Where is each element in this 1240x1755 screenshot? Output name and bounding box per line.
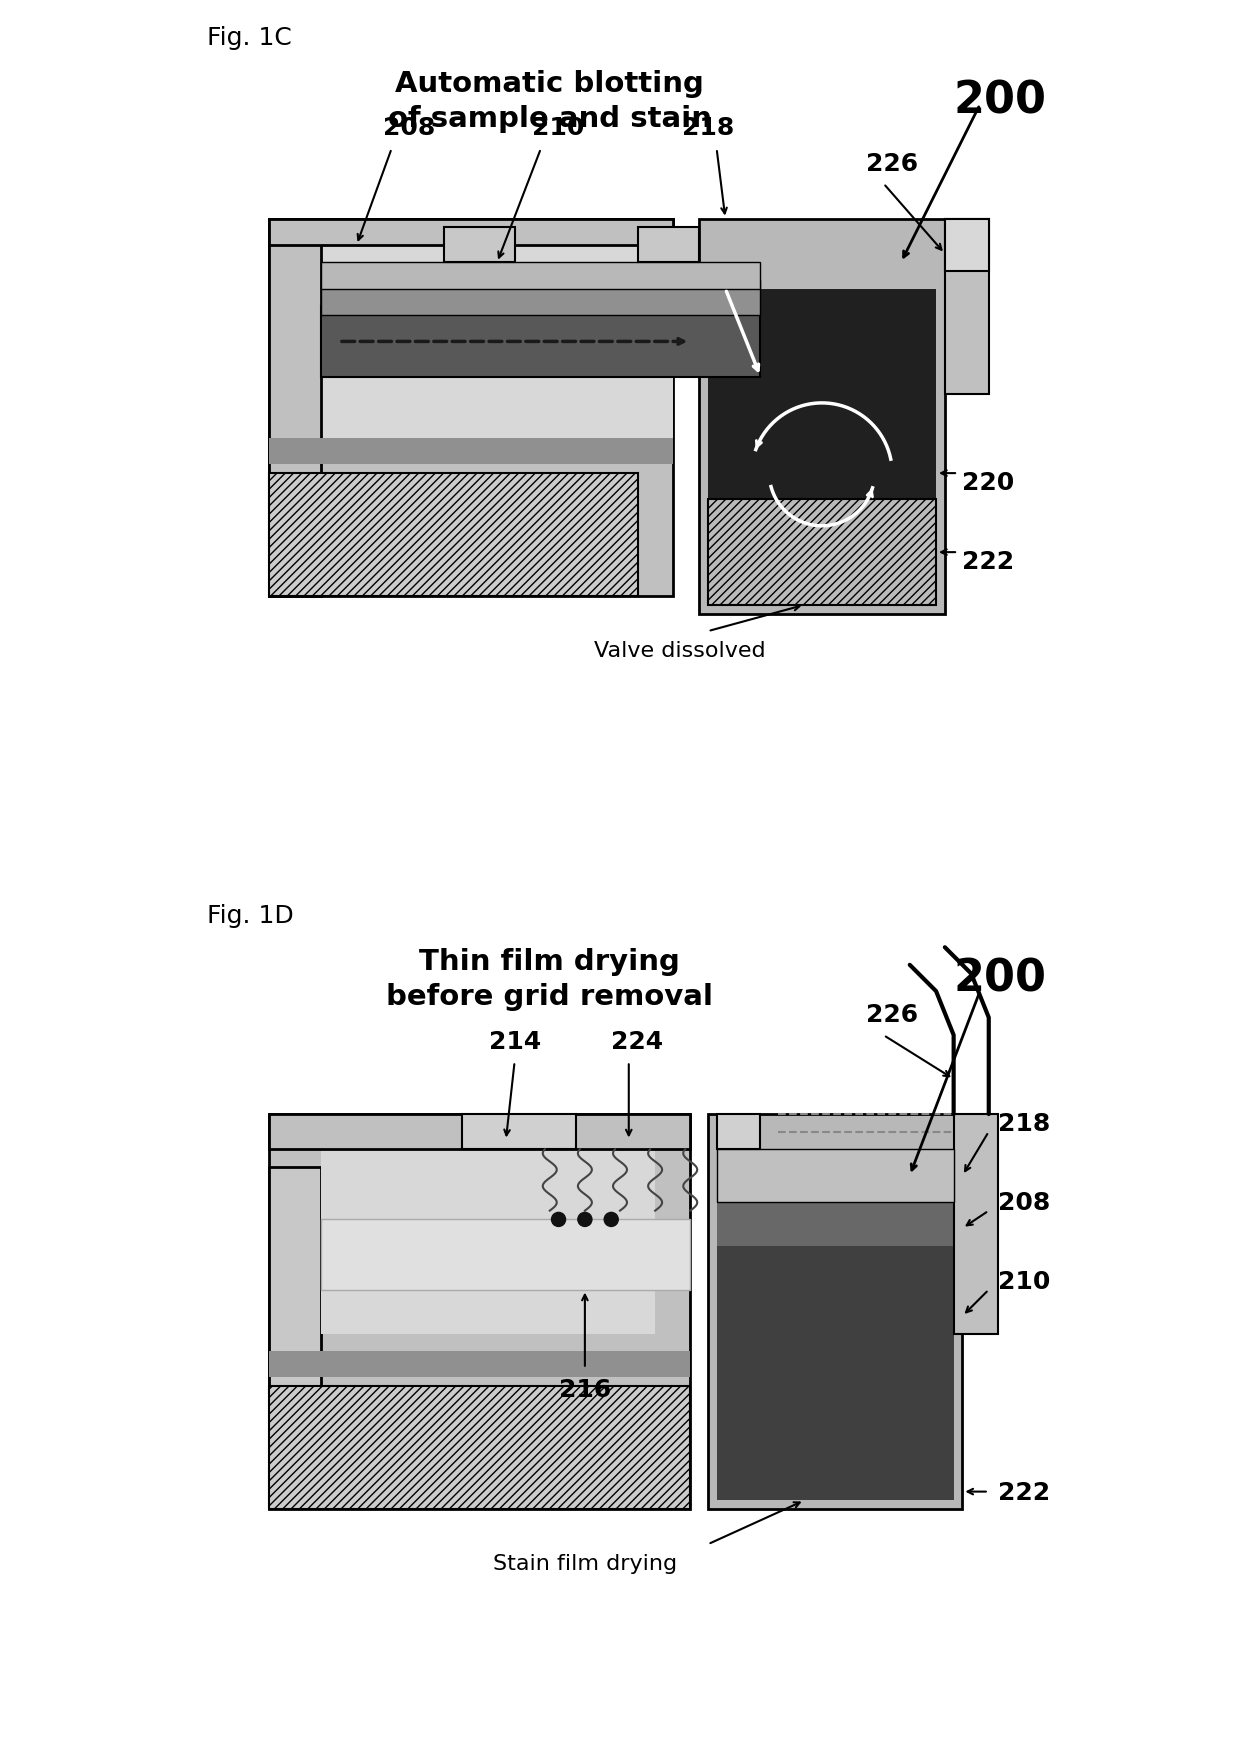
- Bar: [269, 1114, 691, 1150]
- Text: 216: 216: [559, 1378, 611, 1402]
- Bar: [269, 246, 672, 439]
- Text: Valve dissolved: Valve dissolved: [594, 641, 765, 660]
- Bar: [717, 1202, 954, 1246]
- Circle shape: [578, 1213, 591, 1227]
- Text: 224: 224: [611, 1028, 663, 1053]
- Bar: [708, 290, 936, 605]
- Bar: [269, 1167, 321, 1448]
- Bar: [321, 281, 760, 316]
- Bar: [321, 263, 760, 290]
- Circle shape: [552, 1213, 565, 1227]
- Bar: [463, 1114, 577, 1150]
- Text: 218: 218: [997, 1111, 1050, 1135]
- Circle shape: [604, 1213, 619, 1227]
- Text: 226: 226: [866, 1002, 918, 1027]
- Text: 222: 222: [997, 1479, 1050, 1504]
- Text: 214: 214: [489, 1028, 541, 1053]
- Bar: [444, 228, 515, 263]
- Bar: [269, 219, 672, 246]
- Bar: [708, 1114, 962, 1509]
- Text: 210: 210: [997, 1269, 1050, 1293]
- Text: 210: 210: [532, 116, 585, 140]
- Bar: [717, 1211, 954, 1501]
- Bar: [717, 1114, 760, 1150]
- Bar: [954, 1114, 997, 1334]
- Text: 222: 222: [962, 549, 1014, 574]
- Bar: [945, 219, 988, 395]
- Text: 220: 220: [962, 470, 1014, 495]
- Bar: [269, 219, 321, 597]
- Bar: [321, 307, 760, 377]
- Bar: [717, 1150, 954, 1202]
- Bar: [269, 1386, 691, 1509]
- Bar: [321, 1141, 655, 1334]
- Bar: [637, 228, 699, 263]
- Bar: [269, 219, 672, 597]
- Bar: [269, 1351, 691, 1378]
- Text: Automatic blotting
of sample and stain: Automatic blotting of sample and stain: [388, 70, 712, 133]
- Text: 200: 200: [954, 956, 1047, 999]
- Text: Fig. 1C: Fig. 1C: [207, 26, 293, 51]
- Text: 208: 208: [383, 116, 435, 140]
- Text: 226: 226: [866, 151, 918, 176]
- Bar: [269, 439, 672, 465]
- Bar: [699, 219, 945, 614]
- Text: Thin film drying
before grid removal: Thin film drying before grid removal: [387, 948, 713, 1011]
- Text: 218: 218: [682, 116, 734, 140]
- Bar: [269, 1114, 691, 1509]
- Text: Stain film drying: Stain film drying: [492, 1553, 677, 1572]
- Bar: [321, 1220, 691, 1290]
- Text: 208: 208: [997, 1190, 1050, 1214]
- Bar: [269, 474, 637, 597]
- Text: Fig. 1D: Fig. 1D: [207, 904, 294, 928]
- Bar: [945, 219, 988, 272]
- Bar: [708, 500, 936, 605]
- Text: 200: 200: [954, 79, 1047, 121]
